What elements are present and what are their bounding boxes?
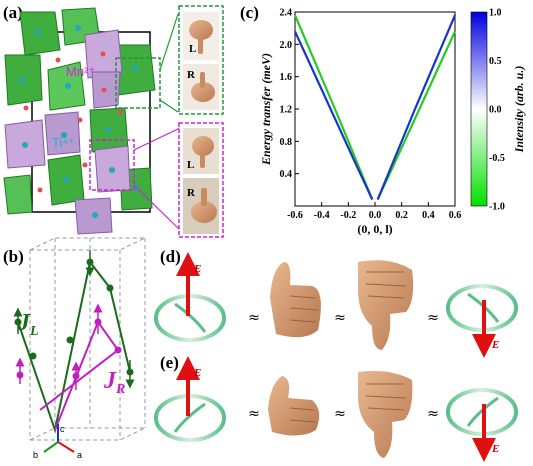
mn-octahedron xyxy=(3,174,33,215)
x-ticks: -0.6 -0.4 -0.2 0.0 0.2 0.4 0.6 xyxy=(287,202,461,221)
y-tick-label: 2.4 xyxy=(280,8,293,19)
axes-triad: c a b xyxy=(33,424,82,460)
panel-b-label: (b) xyxy=(3,247,24,266)
j-right-label: JR xyxy=(103,368,125,397)
panel-d: (d) E ≈ ≈ ≈ E xyxy=(154,247,518,358)
chart-series-group xyxy=(293,14,457,200)
plot-area xyxy=(294,11,456,207)
panel-a-label: (a) xyxy=(3,3,23,22)
ring-right-d: E xyxy=(446,284,518,358)
j-left-label: JL xyxy=(17,310,39,339)
hand-thumb-up-image xyxy=(183,178,219,234)
panel-d-label: (d) xyxy=(160,247,181,266)
ion-mn-label: Mn²⁺ xyxy=(66,64,95,79)
magenta-callout-lines xyxy=(133,127,181,231)
y-tick-label: 1.6 xyxy=(280,72,293,83)
approx-symbol: ≈ xyxy=(427,310,439,326)
panel-b: (b) JL JR xyxy=(3,237,146,460)
y-tick-label: 0.8 xyxy=(280,137,293,148)
approx-symbol: ≈ xyxy=(248,310,260,326)
colorbar-tick-label: 0.5 xyxy=(489,56,502,67)
panel-e: (e) E ≈ ≈ ≈ E xyxy=(154,353,518,462)
y-ticks: 0.4 0.8 1.2 1.6 2.0 2.4 xyxy=(280,8,299,180)
series-line-2 xyxy=(376,30,456,200)
colorbar-label: Intensity (arb. u.) xyxy=(512,66,526,154)
y-axis-label: Energy transfer (meV) xyxy=(259,53,273,166)
hand-thumb-down-image xyxy=(183,12,219,60)
hand-thumb-down-image xyxy=(183,128,219,174)
thumb-up-hand-d xyxy=(270,262,321,338)
series-line-1 xyxy=(294,30,374,200)
axis-a-label: a xyxy=(77,450,82,460)
y-tick-label: 0.4 xyxy=(280,169,293,180)
panel-a: (a) xyxy=(3,3,224,238)
colorbar-tick-label: -1.0 xyxy=(489,202,505,213)
thumb-down-hand-e xyxy=(358,371,413,458)
e-vector-label: E xyxy=(491,443,499,455)
colorbar-tick-label: 0.0 xyxy=(489,105,502,116)
ring-right-e: E xyxy=(446,388,518,462)
panel-c: (c) -0.6 -0.4 -0.2 0.0 0.2 0.4 0.6 0.4 0.8 1.2 1.… xyxy=(240,3,526,236)
thumb-up-hand-e xyxy=(268,376,320,436)
panel-c-label: (c) xyxy=(240,3,259,22)
green-selection-box xyxy=(115,57,161,109)
magenta-selection-box xyxy=(89,139,135,191)
x-tick-label: 0.2 xyxy=(395,210,408,221)
atoms xyxy=(19,25,139,218)
series-line-0 xyxy=(293,14,374,200)
axis-b-label: b xyxy=(33,450,38,460)
hand-thumb-up-image xyxy=(183,64,219,110)
ring-left-e: E xyxy=(154,356,226,442)
x-tick-label: -0.2 xyxy=(340,210,356,221)
x-tick-label: 0.0 xyxy=(369,210,382,221)
y-tick-label: 2.0 xyxy=(280,40,293,51)
approx-symbol: ≈ xyxy=(334,406,346,422)
hand-label-r-top: R xyxy=(187,69,196,81)
series-line-3 xyxy=(376,14,457,200)
thumb-down-hand-d xyxy=(358,260,414,350)
x-tick-label: -0.6 xyxy=(287,210,303,221)
y-tick-label: 1.2 xyxy=(280,105,293,116)
x-tick-label: -0.4 xyxy=(314,210,330,221)
e-vector-label: E xyxy=(193,263,201,275)
ion-ti-label: Ti⁴⁺ xyxy=(52,135,75,150)
hand-label-l-bottom: L xyxy=(187,159,194,171)
magenta-spin-arrows xyxy=(15,303,103,390)
approx-symbol: ≈ xyxy=(248,406,260,422)
e-vector-label: E xyxy=(491,339,499,351)
hand-label-r-bottom: R xyxy=(187,187,196,199)
colorbar xyxy=(470,11,488,207)
hand-label-l-top: L xyxy=(189,43,196,55)
colorbar-ticks: 1.0 0.5 0.0 -0.5 -1.0 xyxy=(489,8,505,213)
approx-symbol: ≈ xyxy=(427,406,439,422)
crystal-structure: Mn²⁺ Ti⁴⁺ xyxy=(3,7,161,235)
x-tick-label: 0.4 xyxy=(422,210,435,221)
x-axis-label: (0, 0, l) xyxy=(357,222,392,236)
approx-symbol: ≈ xyxy=(334,310,346,326)
green-callout-lines xyxy=(159,13,179,113)
green-spin-arrows xyxy=(13,250,135,389)
ring-left-d: E xyxy=(154,252,226,342)
green-spins xyxy=(14,258,134,376)
colorbar-tick-label: 1.0 xyxy=(489,8,502,19)
colorbar-tick-label: -0.5 xyxy=(489,153,505,164)
x-tick-label: 0.6 xyxy=(449,210,462,221)
e-vector-label: E xyxy=(193,367,201,379)
panel-e-label: (e) xyxy=(160,353,179,372)
axis-c-label: c xyxy=(60,424,65,434)
